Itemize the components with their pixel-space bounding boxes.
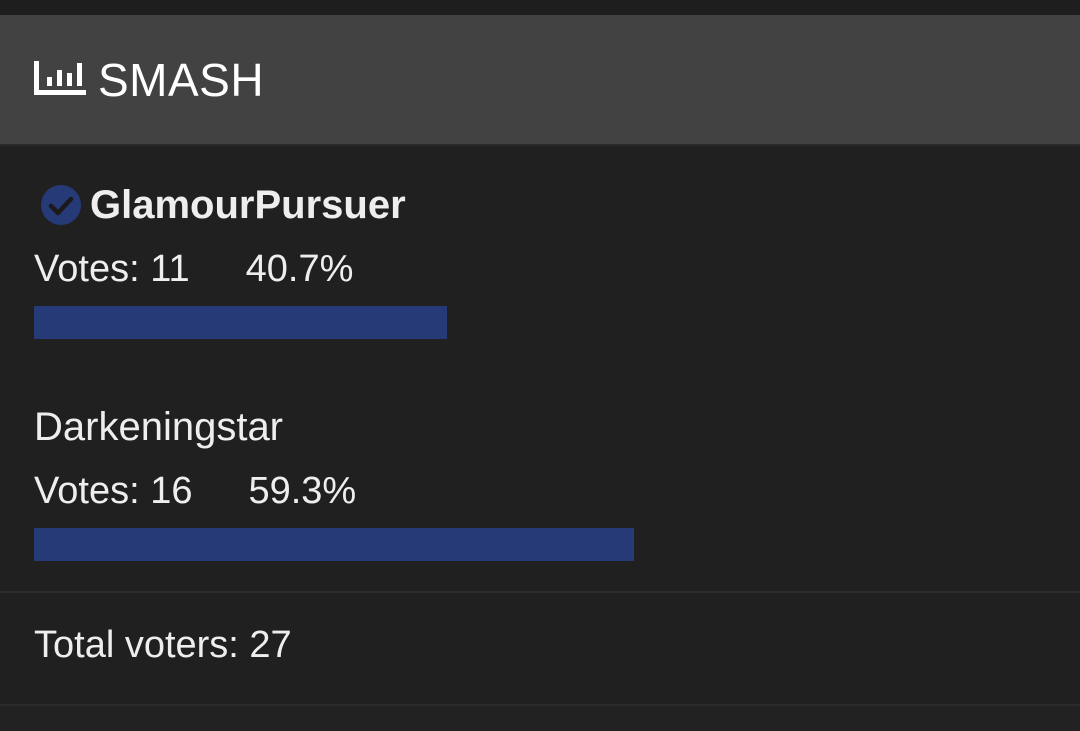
poll-chart-icon (34, 60, 86, 95)
option-percent: 40.7% (245, 247, 354, 290)
option-votes: Votes: 11 (34, 247, 190, 290)
option-result-bar (34, 306, 447, 339)
bottom-area (0, 706, 1080, 731)
option-name: Darkeningstar (34, 404, 284, 449)
option-name: GlamourPursuer (90, 182, 406, 227)
option-result-bar (34, 528, 634, 561)
poll-option[interactable]: GlamourPursuer Votes: 11 40.7% (34, 180, 447, 339)
option-votes: Votes: 16 (34, 469, 193, 512)
poll-header: SMASH (0, 15, 1080, 146)
divider (0, 704, 1080, 706)
poll-title: SMASH (98, 53, 265, 106)
option-percent: 59.3% (248, 469, 357, 512)
divider (0, 591, 1080, 593)
poll-option[interactable]: Darkeningstar Votes: 16 59.3% (34, 402, 634, 561)
total-voters: Total voters: 27 (34, 624, 292, 666)
top-strip (0, 0, 1080, 15)
check-circle-icon (41, 185, 81, 225)
